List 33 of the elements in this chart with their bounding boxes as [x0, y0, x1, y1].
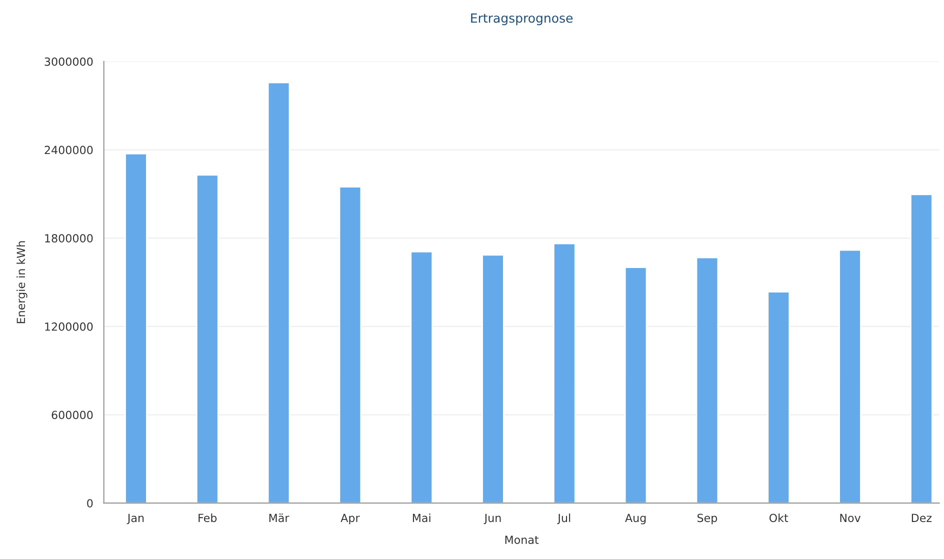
chart-title: Ertragsprognose — [471, 13, 573, 26]
y-tick-label: 2400000 — [44, 146, 93, 154]
bar — [196, 174, 219, 504]
x-tick-label: Jun — [484, 514, 501, 524]
x-tick-label: Sep — [697, 514, 718, 524]
x-tick-label: Mai — [412, 514, 430, 522]
bar — [838, 249, 862, 504]
bar — [552, 242, 576, 504]
x-tick-label: Mär — [269, 514, 290, 522]
x-tick-label: Aug — [625, 514, 646, 524]
x-tick-label: Jan — [126, 514, 144, 524]
y-tick-label: 1800000 — [45, 234, 93, 243]
y-axis-title: Energie in kWh — [16, 241, 28, 324]
y-tick-label: 3000000 — [44, 57, 93, 66]
x-axis-title: Monat — [505, 536, 539, 544]
bar — [410, 250, 433, 504]
bar — [696, 256, 719, 504]
bar — [910, 194, 933, 504]
x-tick-label: Okt — [769, 514, 788, 522]
x-tick-label: Apr — [340, 514, 360, 524]
y-tick-label: 0 — [87, 499, 93, 508]
bar — [624, 266, 648, 504]
x-tick-label: Dez — [912, 514, 932, 522]
bar — [267, 82, 290, 504]
x-tick-label: Jul — [557, 514, 570, 524]
x-tick-label: Nov — [840, 514, 861, 522]
bar — [482, 254, 504, 504]
x-tick-label: Feb — [198, 514, 217, 522]
bar — [767, 291, 790, 504]
bar — [338, 186, 362, 504]
y-tick-label: 1200000 — [45, 322, 93, 331]
y-tick-label: 600000 — [52, 410, 93, 420]
bar — [124, 152, 148, 504]
